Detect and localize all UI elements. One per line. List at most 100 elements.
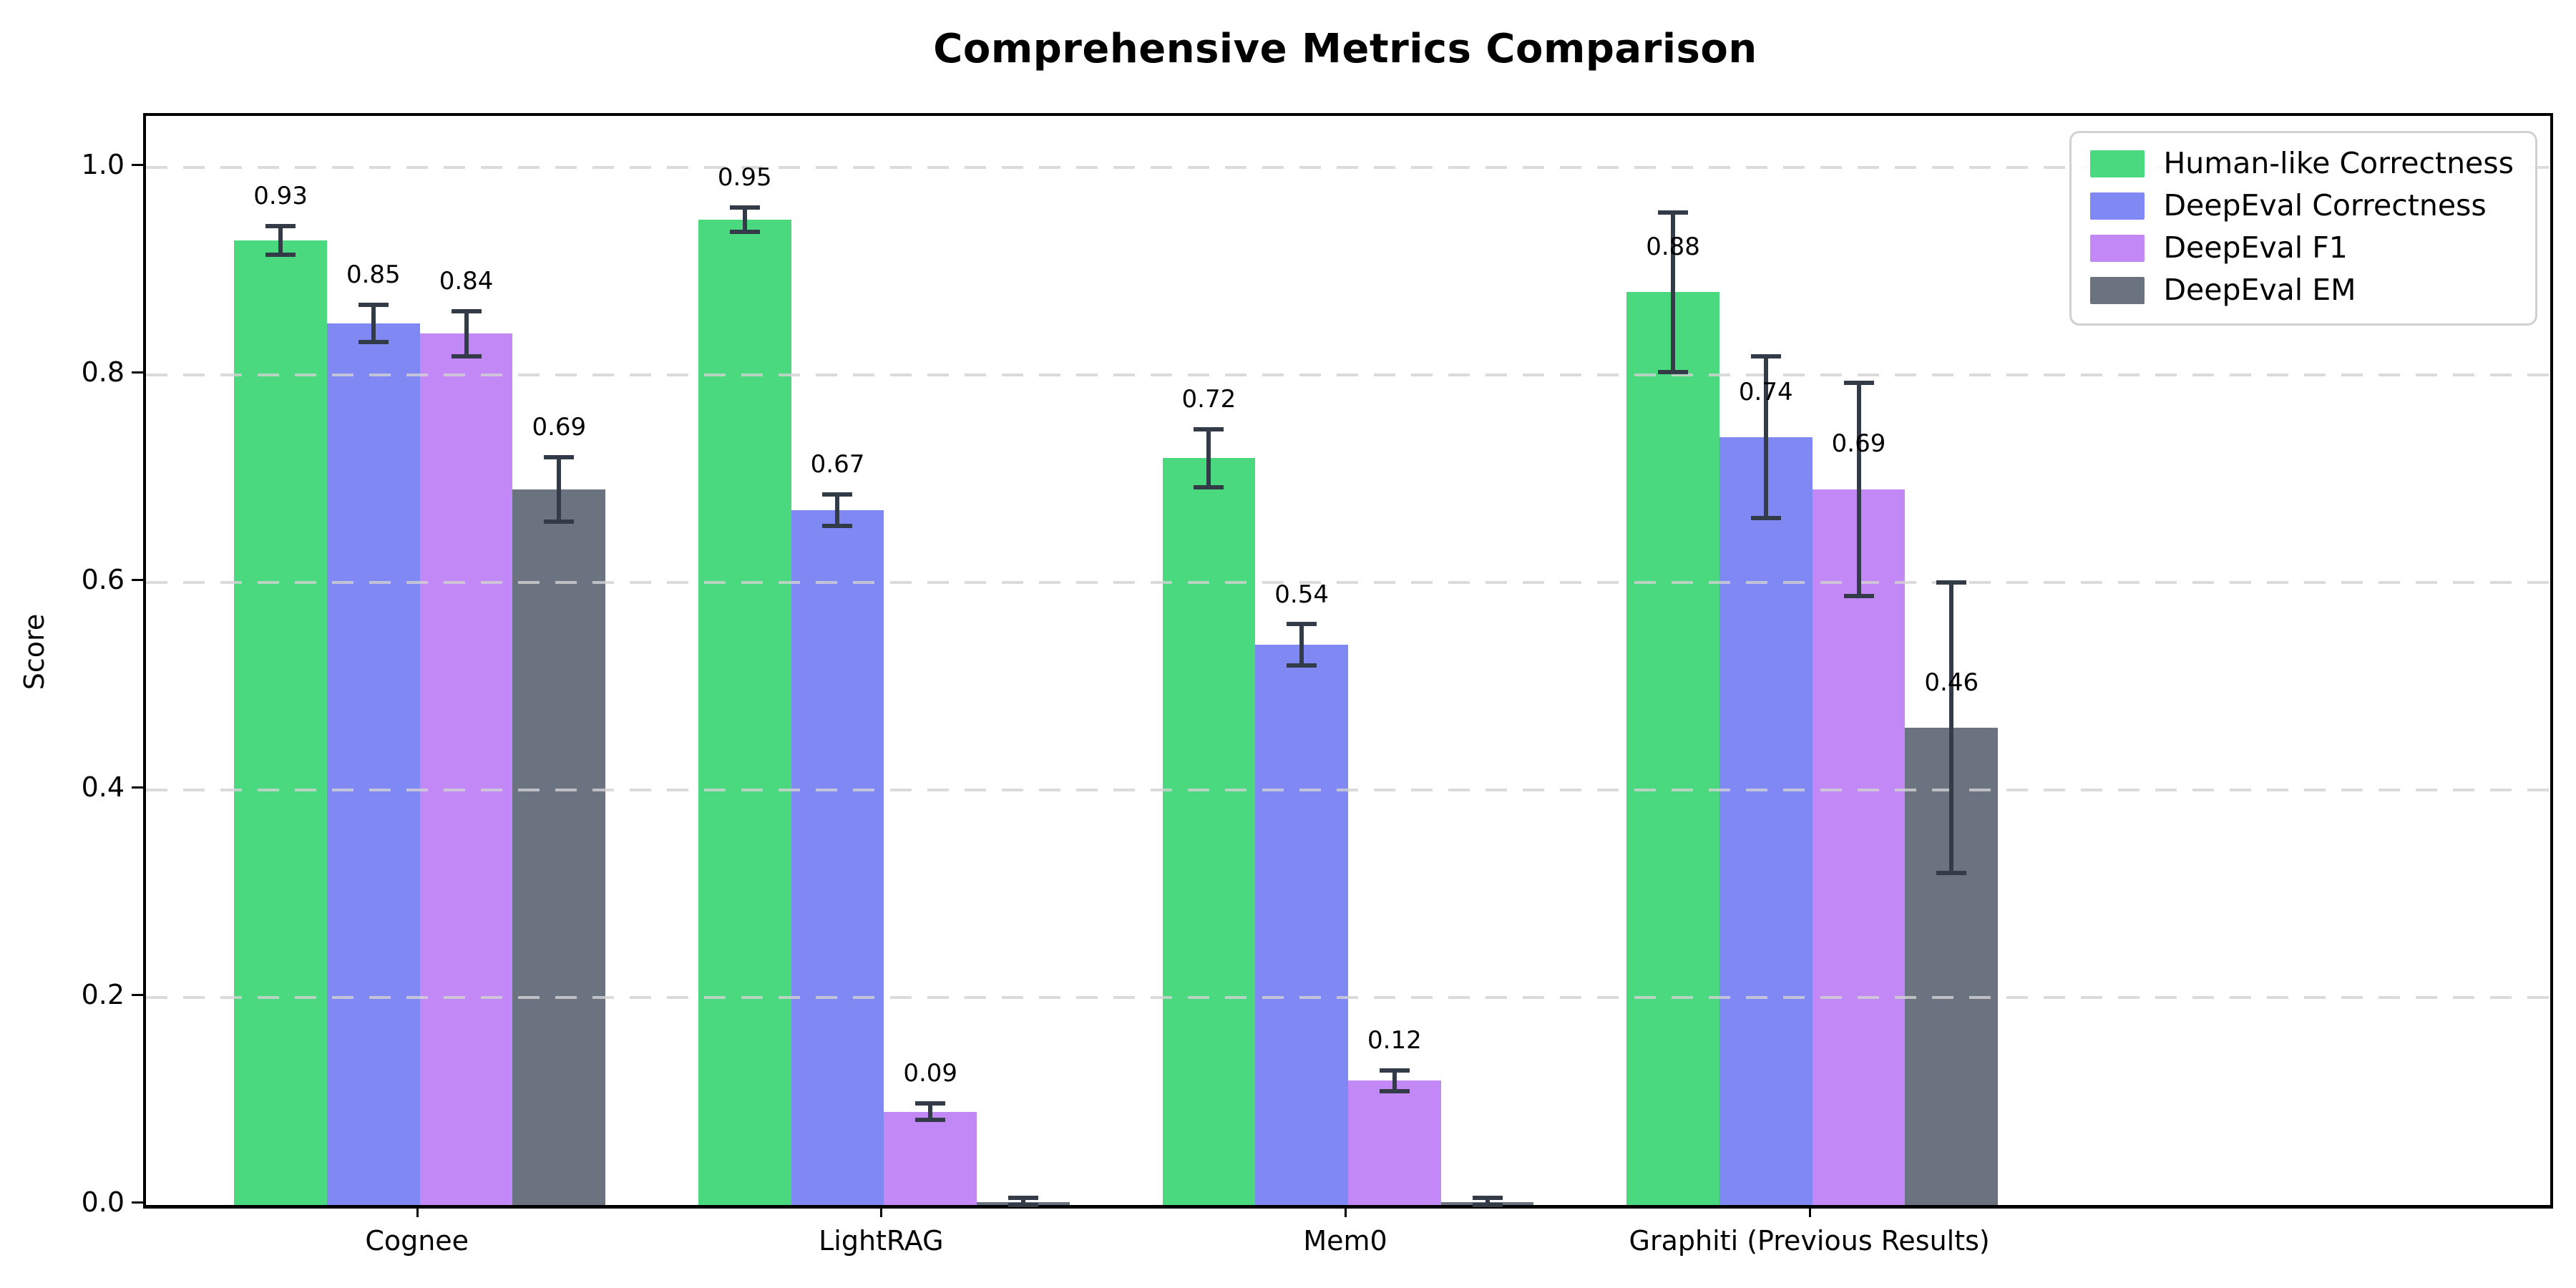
y-tick-label: 0.8 bbox=[81, 356, 125, 389]
error-bar bbox=[1206, 429, 1211, 487]
legend-entry: Human-like Correctness bbox=[2090, 147, 2514, 180]
chart-title: Comprehensive Metrics Comparison bbox=[933, 26, 1757, 72]
error-bar-cap bbox=[265, 223, 296, 228]
error-bar-cap bbox=[1472, 1203, 1503, 1207]
legend-entry: DeepEval Correctness bbox=[2090, 188, 2514, 223]
legend-swatch bbox=[2090, 234, 2145, 262]
x-tick-mark bbox=[1808, 1206, 1811, 1217]
error-bar-cap bbox=[1287, 663, 1317, 668]
error-bar-cap bbox=[1658, 210, 1689, 215]
y-tick-label: 0.4 bbox=[81, 771, 125, 804]
legend-swatch bbox=[2090, 150, 2145, 177]
error-bar-cap bbox=[1379, 1068, 1410, 1073]
error-bar-cap bbox=[1008, 1195, 1038, 1200]
y-tick-mark bbox=[132, 164, 143, 167]
error-bar-cap bbox=[451, 308, 482, 313]
y-tick-label: 0.0 bbox=[81, 1186, 125, 1218]
error-bar-cap bbox=[822, 492, 853, 497]
bar bbox=[1348, 1080, 1441, 1205]
error-bar bbox=[371, 304, 376, 342]
error-bar-cap bbox=[1750, 516, 1781, 521]
x-tick-label: Cognee bbox=[365, 1225, 469, 1257]
error-bar bbox=[742, 207, 747, 233]
bar bbox=[1162, 458, 1256, 1205]
bar bbox=[1255, 645, 1348, 1205]
error-bar-cap bbox=[1194, 484, 1224, 489]
y-tick-label: 0.2 bbox=[81, 979, 125, 1011]
bar-value-label: 0.54 bbox=[1274, 580, 1329, 609]
error-bar-cap bbox=[544, 454, 575, 459]
error-bar bbox=[1299, 624, 1304, 666]
error-bar bbox=[1020, 1197, 1025, 1205]
gridline bbox=[146, 166, 2550, 170]
gridline bbox=[146, 374, 2550, 377]
error-bar-cap bbox=[1936, 580, 1967, 585]
bar-value-label: 0.09 bbox=[903, 1059, 958, 1088]
y-tick-label: 1.0 bbox=[81, 149, 125, 181]
error-bar-cap bbox=[1750, 354, 1781, 359]
gridline bbox=[146, 581, 2550, 585]
error-bar-cap bbox=[358, 340, 389, 344]
error-bar bbox=[1856, 382, 1861, 597]
y-tick-mark bbox=[132, 1201, 143, 1204]
x-tick-label: LightRAG bbox=[819, 1225, 944, 1257]
bar-value-label: 0.85 bbox=[346, 260, 401, 290]
error-bar-cap bbox=[1008, 1203, 1038, 1207]
legend-entry: DeepEval EM bbox=[2090, 274, 2514, 306]
error-bar-cap bbox=[1194, 426, 1224, 431]
x-tick-mark bbox=[880, 1206, 883, 1217]
error-bar-cap bbox=[1658, 370, 1689, 375]
error-bar bbox=[928, 1103, 933, 1121]
bar-value-label: 0.88 bbox=[1646, 232, 1700, 261]
error-bar bbox=[835, 494, 840, 526]
error-bar-cap bbox=[729, 230, 760, 235]
error-bar bbox=[1763, 356, 1768, 519]
bar bbox=[1626, 292, 1719, 1205]
gridline bbox=[146, 996, 2550, 1000]
error-bar bbox=[557, 457, 562, 522]
bar bbox=[1719, 437, 1813, 1205]
legend-swatch bbox=[2090, 276, 2145, 304]
y-tick-mark bbox=[132, 786, 143, 789]
error-bar bbox=[464, 311, 469, 357]
bar bbox=[791, 509, 884, 1205]
error-bar bbox=[1671, 212, 1676, 373]
error-bar-cap bbox=[1843, 594, 1874, 599]
error-bar-cap bbox=[358, 302, 389, 307]
error-bar-cap bbox=[544, 519, 575, 524]
x-tick-label: Mem0 bbox=[1303, 1225, 1387, 1257]
legend: Human-like Correctness DeepEval Correctne… bbox=[2069, 131, 2537, 326]
legend-label: DeepEval F1 bbox=[2163, 230, 2348, 265]
bar-value-label: 0.74 bbox=[1738, 377, 1793, 406]
bar-value-label: 0.84 bbox=[439, 266, 494, 296]
bar-value-label: 0.69 bbox=[532, 413, 587, 442]
bar bbox=[234, 240, 327, 1205]
bar bbox=[419, 333, 513, 1205]
x-tick-mark bbox=[416, 1206, 419, 1217]
error-bar bbox=[1485, 1197, 1490, 1205]
error-bar-cap bbox=[822, 523, 853, 528]
bar bbox=[1812, 489, 1906, 1205]
y-tick-mark bbox=[132, 994, 143, 997]
y-tick-mark bbox=[132, 371, 143, 374]
error-bar-cap bbox=[915, 1118, 946, 1123]
bar bbox=[326, 323, 420, 1205]
error-bar bbox=[278, 225, 283, 255]
y-tick-label: 0.6 bbox=[81, 564, 125, 596]
legend-swatch bbox=[2090, 192, 2145, 220]
error-bar-cap bbox=[915, 1101, 946, 1106]
error-bar-cap bbox=[729, 205, 760, 210]
y-axis-label: Score bbox=[19, 613, 50, 691]
bar-value-label: 0.72 bbox=[1181, 385, 1236, 414]
legend-label: DeepEval Correctness bbox=[2163, 188, 2487, 223]
legend-label: Human-like Correctness bbox=[2163, 146, 2514, 180]
error-bar bbox=[1392, 1070, 1397, 1091]
error-bar-cap bbox=[1936, 871, 1967, 876]
bar-value-label: 0.93 bbox=[253, 181, 308, 210]
plot-area: 0.93 0.95 0.72 0.88 0.85 0.67 0.54 0.74 0.84 0.09… bbox=[143, 113, 2553, 1209]
bar-value-label: 0.67 bbox=[810, 450, 865, 479]
bar bbox=[884, 1111, 977, 1205]
bar-value-label: 0.46 bbox=[1924, 668, 1979, 697]
error-bar-cap bbox=[1843, 380, 1874, 385]
